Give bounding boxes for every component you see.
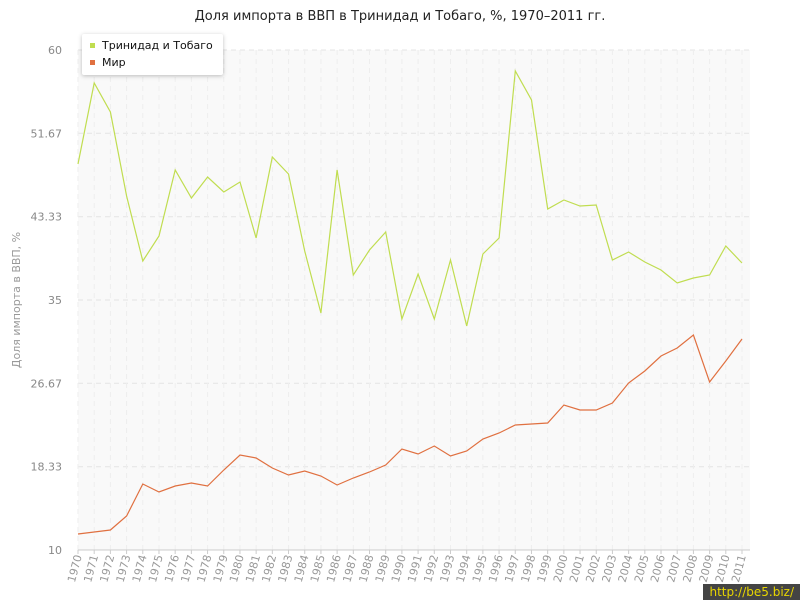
legend-label-world: Мир bbox=[102, 56, 126, 69]
legend-item-world[interactable]: Мир bbox=[90, 54, 213, 71]
chart-title: Доля импорта в ВВП в Тринидад и Тобаго, … bbox=[194, 9, 606, 24]
series-line-0[interactable] bbox=[77, 69, 743, 327]
y-tick-label: 26.67 bbox=[31, 377, 63, 390]
legend-swatch-world bbox=[90, 60, 95, 65]
legend-item-trinidad[interactable]: Тринидад и Тобаго bbox=[90, 37, 213, 54]
series-lines bbox=[77, 69, 743, 535]
y-tick-label: 18.33 bbox=[31, 461, 63, 474]
y-tick-label: 10 bbox=[48, 544, 62, 557]
y-tick-label: 35 bbox=[48, 294, 62, 307]
legend-label-trinidad: Тринидад и Тобаго bbox=[102, 39, 213, 52]
x-axis-ticks: 1970197119721973197419751976197719781979… bbox=[65, 550, 749, 584]
legend: Тринидад и Тобаго Мир bbox=[82, 34, 223, 75]
y-tick-label: 43.33 bbox=[31, 211, 63, 224]
y-axis-ticks: 10 18.33 26.67 35 43.33 51.67 60 bbox=[31, 44, 63, 557]
y-tick-label: 51.67 bbox=[31, 127, 63, 140]
y-tick-label: 60 bbox=[48, 44, 62, 57]
grid-lines bbox=[77, 49, 750, 550]
series-line-1[interactable] bbox=[77, 333, 743, 535]
legend-swatch-trinidad bbox=[90, 43, 95, 48]
y-axis-label: Доля импорта в ВВП, % bbox=[10, 232, 23, 368]
watermark-link[interactable]: http://be5.biz/ bbox=[703, 584, 800, 600]
